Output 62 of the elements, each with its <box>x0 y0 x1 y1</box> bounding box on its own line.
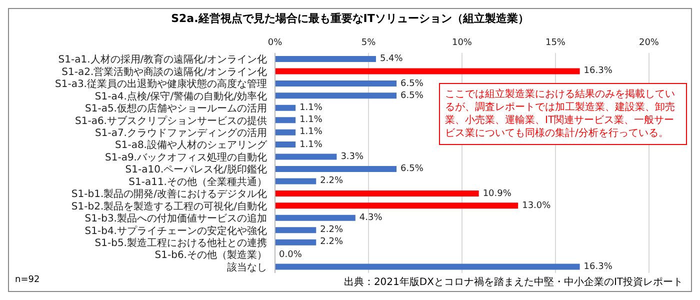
bar <box>275 80 397 86</box>
text: n=92 <box>15 275 40 285</box>
y-tick-label: S1-a8.設備や人材のシェアリング <box>115 139 268 152</box>
data-label: 6.5% <box>400 90 424 102</box>
y-tick-label: S1-a9.バックオフィス処理の自動化 <box>105 151 267 164</box>
y-tick-label: S1-a3.従業員の出退勤や健康状態の高度な管理 <box>55 78 267 90</box>
y-tick-label: S1-b3.製品への付加価値サービスの追加 <box>84 212 267 225</box>
bar <box>275 92 397 99</box>
data-label: 1.1% <box>300 138 322 151</box>
y-tick-label: S1-b4.サプライチェーンの安定化や強化 <box>84 224 267 237</box>
data-label: 2.2% <box>320 175 343 188</box>
note-box: ここでは組立製造業における結果のみを掲載しているが、調査レポートでは加工製造業、建設業、卸売業、小売業、運輸業、IT関連サービス業、一般サービス業についても同様の集計/分析を行っている。 <box>439 83 687 145</box>
data-label: 6.5% <box>400 78 424 90</box>
x-tick-label: 10% <box>452 38 472 48</box>
bar <box>275 104 296 111</box>
bar <box>275 154 337 160</box>
y-tick-label: S1-a10.ペーパレス化/脱印鑑化 <box>125 164 267 176</box>
data-label: 2.2% <box>320 224 343 236</box>
bar <box>275 190 479 196</box>
data-label: 5.4% <box>380 53 403 66</box>
data-label: 16.3% <box>584 260 612 273</box>
data-label: 6.5% <box>400 163 424 176</box>
data-label: 4.3% <box>359 212 382 224</box>
y-tick-label: S1-a2.営業活動や商談の遠隔化/オンライン化 <box>62 66 267 78</box>
bar <box>275 129 296 136</box>
data-label: 1.1% <box>300 114 322 126</box>
x-tick-label: 5% <box>361 38 376 48</box>
bar <box>275 264 580 270</box>
data-label: 3.3% <box>340 150 364 163</box>
bar <box>275 117 296 124</box>
x-tick-label: 20% <box>638 38 660 48</box>
y-tick-label: S1-a1.人材の採用/教育の遠隔化/オンライン化 <box>58 54 267 66</box>
y-tick-label: S1-a11.その他（全業種共通） <box>128 176 267 188</box>
y-tick-label: S1-a6.サブスクリプションサービスの提供 <box>75 114 267 127</box>
y-tick-label: S1-a5.仮想の店舗やショールームの活用 <box>85 102 267 115</box>
bar <box>275 202 518 209</box>
x-tick-label: 0% <box>268 38 283 48</box>
data-label: 2.2% <box>320 236 343 248</box>
bar <box>275 68 580 74</box>
x-tick-label: 15% <box>545 38 566 48</box>
data-label: 1.1% <box>300 126 322 138</box>
y-tick-label: S1-b5.製造工程における他社との連携 <box>94 236 267 249</box>
data-label: 10.9% <box>482 188 512 200</box>
y-tick-label: 該当なし <box>227 261 267 274</box>
bar <box>275 227 316 234</box>
y-tick-label: S1-b6.その他（製造業） <box>154 249 267 262</box>
bar <box>275 214 356 221</box>
y-tick-label: S1-b2.製品を製造する工程の可視化/自動化 <box>71 200 267 212</box>
bar <box>275 56 376 62</box>
bar <box>275 178 316 184</box>
y-tick-label: S1-a7.クラウドファンディングの活用 <box>95 126 267 139</box>
bar <box>275 166 397 172</box>
bar <box>275 142 296 148</box>
chart-title: S2a.経営視点で見た場合に最も重要なITソリューション（組立製造業） <box>170 11 530 26</box>
data-label: 13.0% <box>522 200 551 212</box>
data-label: 1.1% <box>300 102 322 114</box>
y-tick-label: S1-b1.製品の開発/改善におけるデジタル化 <box>71 188 267 200</box>
bar <box>275 239 316 246</box>
y-tick-label: S1-a4.点検/保守/警備の自動化/効率化 <box>94 90 267 102</box>
data-label: 16.3% <box>584 65 612 78</box>
source-note: 出典：2021年版DXとコロナ禍を踏まえた中堅・中小企業のIT投資レポート <box>344 276 683 289</box>
data-label: 0.0% <box>279 248 302 261</box>
